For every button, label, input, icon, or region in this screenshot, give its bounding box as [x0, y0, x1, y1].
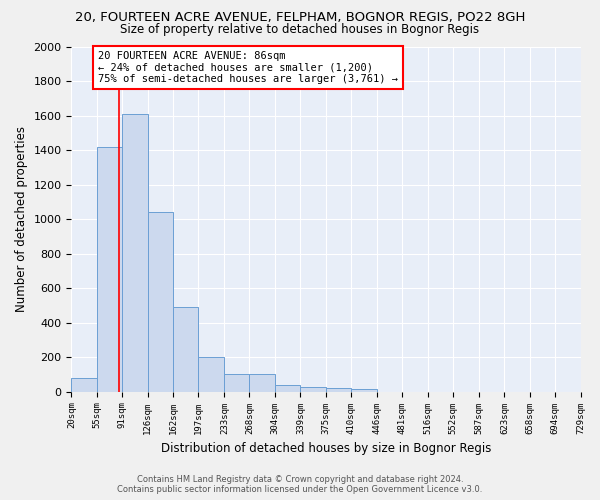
Bar: [71, 378, 97, 392]
Y-axis label: Number of detached properties: Number of detached properties: [15, 126, 28, 312]
Bar: [301, 388, 326, 392]
Bar: [352, 389, 377, 392]
Bar: [122, 114, 148, 392]
Bar: [199, 357, 224, 392]
Bar: [224, 374, 250, 392]
Bar: [97, 146, 122, 392]
Bar: [275, 385, 301, 392]
Bar: [148, 212, 173, 392]
Text: 20, FOURTEEN ACRE AVENUE, FELPHAM, BOGNOR REGIS, PO22 8GH: 20, FOURTEEN ACRE AVENUE, FELPHAM, BOGNO…: [75, 11, 525, 24]
Text: Size of property relative to detached houses in Bognor Regis: Size of property relative to detached ho…: [121, 22, 479, 36]
X-axis label: Distribution of detached houses by size in Bognor Regis: Distribution of detached houses by size …: [161, 442, 491, 455]
Bar: [326, 388, 352, 392]
Text: Contains HM Land Registry data © Crown copyright and database right 2024.
Contai: Contains HM Land Registry data © Crown c…: [118, 474, 482, 494]
Bar: [250, 374, 275, 392]
Bar: [173, 307, 199, 392]
Text: 20 FOURTEEN ACRE AVENUE: 86sqm
← 24% of detached houses are smaller (1,200)
75% : 20 FOURTEEN ACRE AVENUE: 86sqm ← 24% of …: [98, 51, 398, 84]
